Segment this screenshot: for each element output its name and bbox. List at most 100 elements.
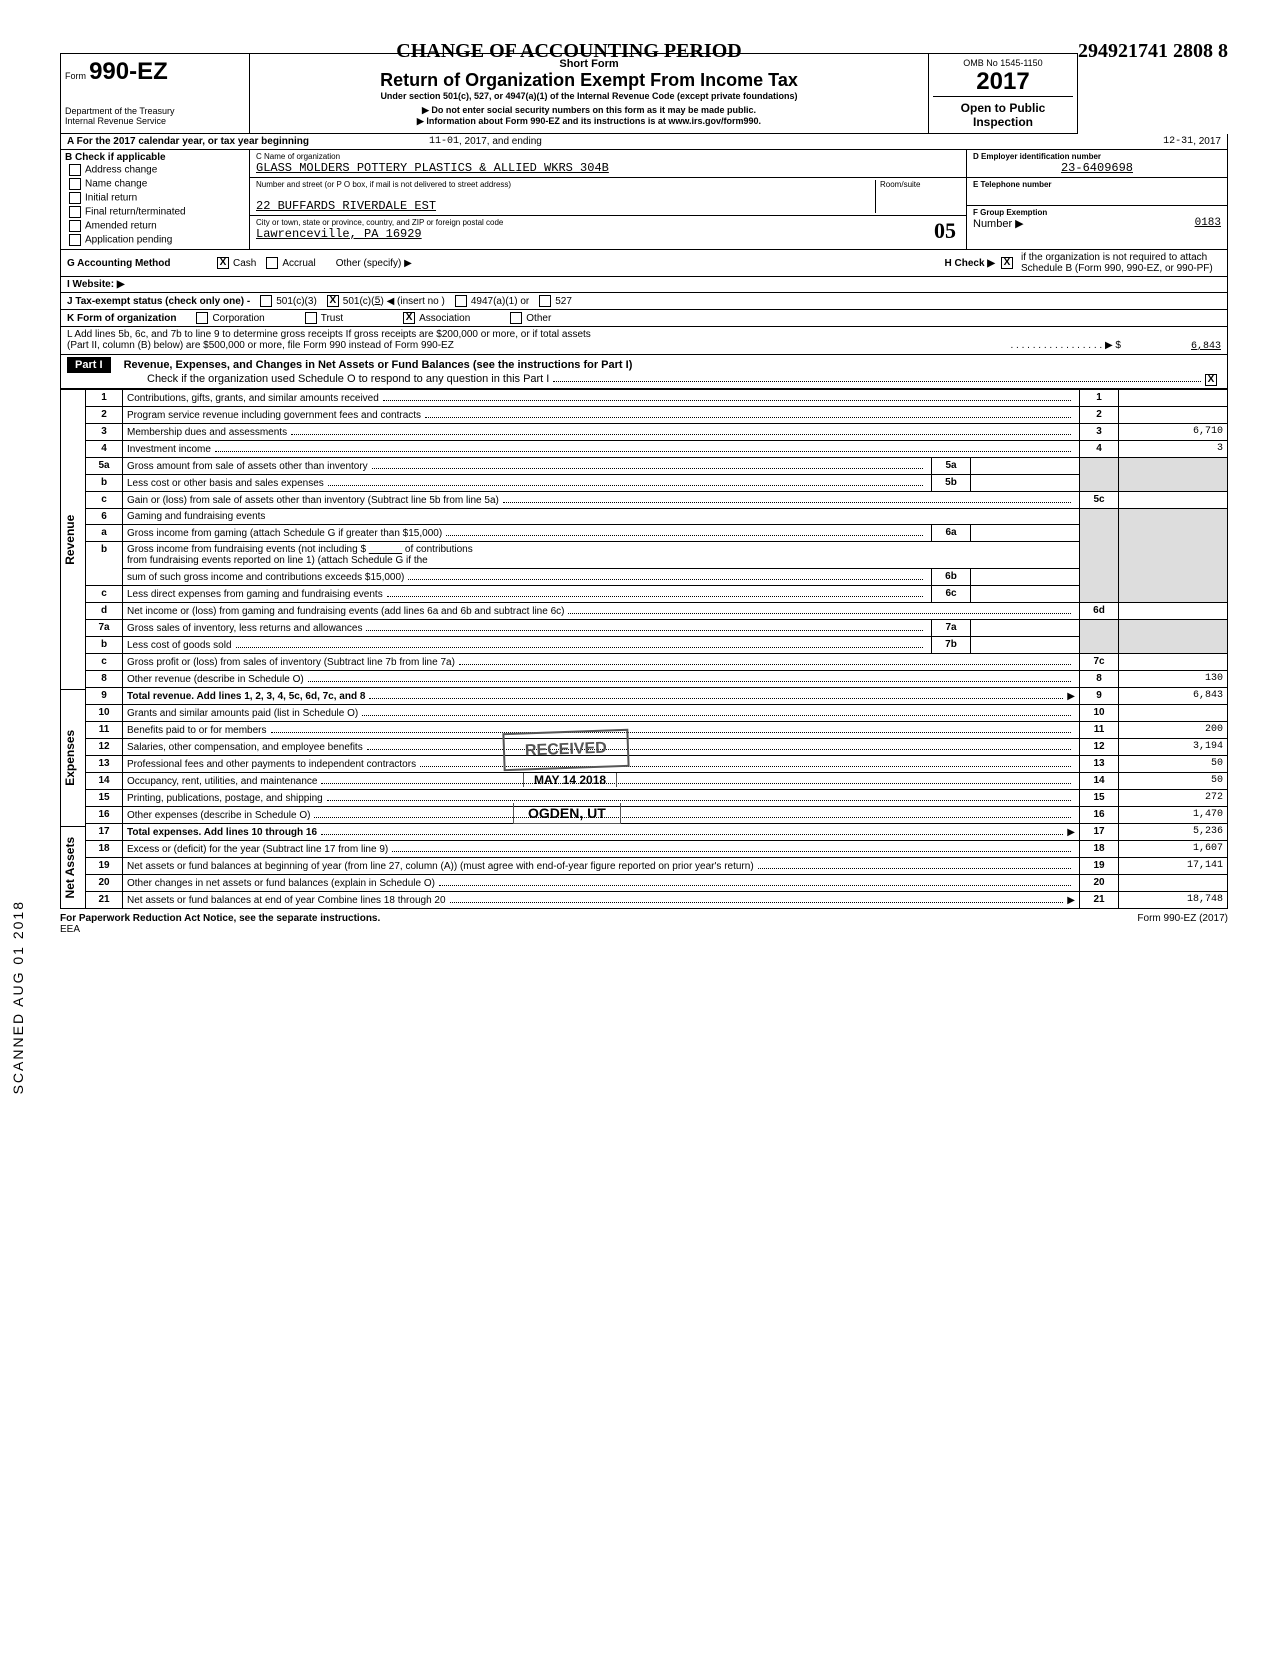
line13-amt: 50 bbox=[1119, 756, 1228, 773]
form-org-label: K Form of organization bbox=[67, 313, 176, 324]
addr-label: Number and street (or P O box, if mail i… bbox=[256, 180, 875, 189]
schedule-b-text: if the organization is not required to a… bbox=[1021, 252, 1221, 274]
line8-desc: Other revenue (describe in Schedule O) bbox=[127, 674, 304, 685]
checkbox-app-pending[interactable] bbox=[69, 234, 81, 246]
group-num-label: Number ▶ bbox=[973, 218, 1024, 230]
checkbox-accrual[interactable] bbox=[266, 257, 278, 269]
line21-amt: 18,748 bbox=[1119, 892, 1228, 909]
org-address: 22 BUFFARDS RIVERDALE EST bbox=[256, 199, 875, 213]
line14-desc: Occupancy, rent, utilities, and maintena… bbox=[127, 776, 317, 787]
checkbox-other-org[interactable] bbox=[510, 312, 522, 324]
line1-amt bbox=[1119, 390, 1228, 407]
part1-heading: Revenue, Expenses, and Changes in Net As… bbox=[124, 359, 633, 371]
label-address-change: Address change bbox=[85, 165, 157, 176]
org-name-label: C Name of organization bbox=[256, 152, 960, 161]
row-j: J Tax-exempt status (check only one) - 5… bbox=[60, 293, 1228, 310]
period-end: 12-31 bbox=[1163, 136, 1193, 147]
handwritten-05: 05 bbox=[934, 218, 956, 244]
line10-desc: Grants and similar amounts paid (list in… bbox=[127, 708, 358, 719]
line15-desc: Printing, publications, postage, and shi… bbox=[127, 793, 323, 804]
line6a-desc: Gross income from gaming (attach Schedul… bbox=[127, 528, 442, 539]
label-name-change: Name change bbox=[85, 179, 147, 190]
checkbox-address-change[interactable] bbox=[69, 164, 81, 176]
row-l-arrow: . . . . . . . . . . . . . . . . . ▶ $ bbox=[1011, 340, 1122, 351]
line11-amt: 200 bbox=[1119, 722, 1228, 739]
checkbox-cash[interactable] bbox=[217, 257, 229, 269]
line2-desc: Program service revenue including govern… bbox=[127, 410, 421, 421]
footer: For Paperwork Reduction Act Notice, see … bbox=[60, 913, 1228, 935]
netassets-label: Net Assets bbox=[61, 827, 79, 908]
checkbox-schedule-b[interactable] bbox=[1001, 257, 1013, 269]
lines-table: 1Contributions, gifts, grants, and simil… bbox=[85, 389, 1228, 909]
part1-label: Part I bbox=[67, 357, 111, 373]
label-corp: Corporation bbox=[212, 313, 264, 324]
label-initial-return: Initial return bbox=[85, 193, 137, 204]
line6d-desc: Net income or (loss) from gaming and fun… bbox=[127, 606, 564, 617]
line7b-desc: Less cost of goods sold bbox=[127, 640, 232, 651]
checkbox-schedule-o[interactable] bbox=[1205, 374, 1217, 386]
stamp-ogden: OGDEN, UT bbox=[513, 803, 621, 824]
expenses-label: Expenses bbox=[61, 690, 79, 826]
city-label: City or town, state or province, country… bbox=[256, 218, 960, 227]
room-label: Room/suite bbox=[880, 180, 960, 189]
short-form-label: Short Form bbox=[254, 58, 924, 70]
checkbox-trust[interactable] bbox=[305, 312, 317, 324]
line19-desc: Net assets or fund balances at beginning… bbox=[127, 861, 754, 872]
checkbox-initial-return[interactable] bbox=[69, 192, 81, 204]
label-527: 527 bbox=[555, 296, 572, 307]
org-city: Lawrenceville, PA 16929 bbox=[256, 227, 960, 241]
form-title: Return of Organization Exempt From Incom… bbox=[254, 70, 924, 91]
ssn-warning: ▶ Do not enter social security numbers o… bbox=[254, 105, 924, 116]
line3-desc: Membership dues and assessments bbox=[127, 427, 287, 438]
line13-desc: Professional fees and other payments to … bbox=[127, 759, 416, 770]
checkbox-amended[interactable] bbox=[69, 220, 81, 232]
line5b-desc: Less cost or other basis and sales expen… bbox=[127, 478, 324, 489]
section-b-header: B Check if applicable bbox=[65, 152, 245, 163]
received-stamp: RECEIVED bbox=[502, 729, 629, 771]
checkbox-final-return[interactable] bbox=[69, 206, 81, 218]
line4-desc: Investment income bbox=[127, 444, 211, 455]
label-app-pending: Application pending bbox=[85, 235, 172, 246]
line1-desc: Contributions, gifts, grants, and simila… bbox=[127, 393, 379, 404]
line17-desc: Total expenses. Add lines 10 through 16 bbox=[127, 827, 317, 838]
line6c-desc: Less direct expenses from gaming and fun… bbox=[127, 589, 383, 600]
checkbox-4947[interactable] bbox=[455, 295, 467, 307]
line8-amt: 130 bbox=[1119, 671, 1228, 688]
period-endlabel: , 2017 bbox=[1193, 136, 1221, 147]
label-4947: 4947(a)(1) or bbox=[471, 296, 529, 307]
eea-label: EEA bbox=[60, 924, 80, 935]
label-501c3: 501(c)(3) bbox=[276, 296, 317, 307]
tax-year: 2017 bbox=[933, 68, 1073, 96]
omb-number: OMB No 1545-1150 bbox=[933, 58, 1073, 68]
label-other-method: Other (specify) ▶ bbox=[336, 258, 412, 269]
stamp-date: MAY 14 2018 bbox=[523, 773, 617, 787]
line17-amt: 5,236 bbox=[1119, 824, 1228, 841]
label-amended: Amended return bbox=[85, 221, 157, 232]
part1-check-text: Check if the organization used Schedule … bbox=[147, 373, 549, 385]
ein-label: D Employer identification number bbox=[973, 152, 1221, 161]
checkbox-501c3[interactable] bbox=[260, 295, 272, 307]
line7c-desc: Gross profit or (loss) from sales of inv… bbox=[127, 657, 455, 668]
line16-desc: Other expenses (describe in Schedule O) bbox=[127, 810, 310, 821]
line2-amt bbox=[1119, 407, 1228, 424]
paperwork-notice: For Paperwork Reduction Act Notice, see … bbox=[60, 913, 380, 924]
checkbox-corp[interactable] bbox=[196, 312, 208, 324]
line18-amt: 1,607 bbox=[1119, 841, 1228, 858]
line5c-desc: Gain or (loss) from sale of assets other… bbox=[127, 495, 499, 506]
checkbox-name-change[interactable] bbox=[69, 178, 81, 190]
checkbox-527[interactable] bbox=[539, 295, 551, 307]
checkbox-501c[interactable] bbox=[327, 295, 339, 307]
line9-desc: Total revenue. Add lines 1, 2, 3, 4, 5c,… bbox=[127, 691, 365, 702]
line16-amt: 1,470 bbox=[1119, 807, 1228, 824]
part1-body: Revenue Expenses Net Assets 1Contributio… bbox=[60, 389, 1228, 909]
line21-desc: Net assets or fund balances at end of ye… bbox=[127, 895, 446, 906]
checkbox-assoc[interactable] bbox=[403, 312, 415, 324]
tax-exempt-label: J Tax-exempt status (check only one) - bbox=[67, 296, 250, 307]
label-cash: Cash bbox=[233, 258, 256, 269]
line20-desc: Other changes in net assets or fund bala… bbox=[127, 878, 435, 889]
line6b-desc2: of contributions bbox=[405, 544, 473, 555]
part1-header-row: Part I Revenue, Expenses, and Changes in… bbox=[60, 355, 1228, 389]
line6b-desc4: sum of such gross income and contributio… bbox=[127, 572, 404, 583]
line4-amt: 3 bbox=[1119, 441, 1228, 458]
label-assoc: Association bbox=[419, 313, 470, 324]
